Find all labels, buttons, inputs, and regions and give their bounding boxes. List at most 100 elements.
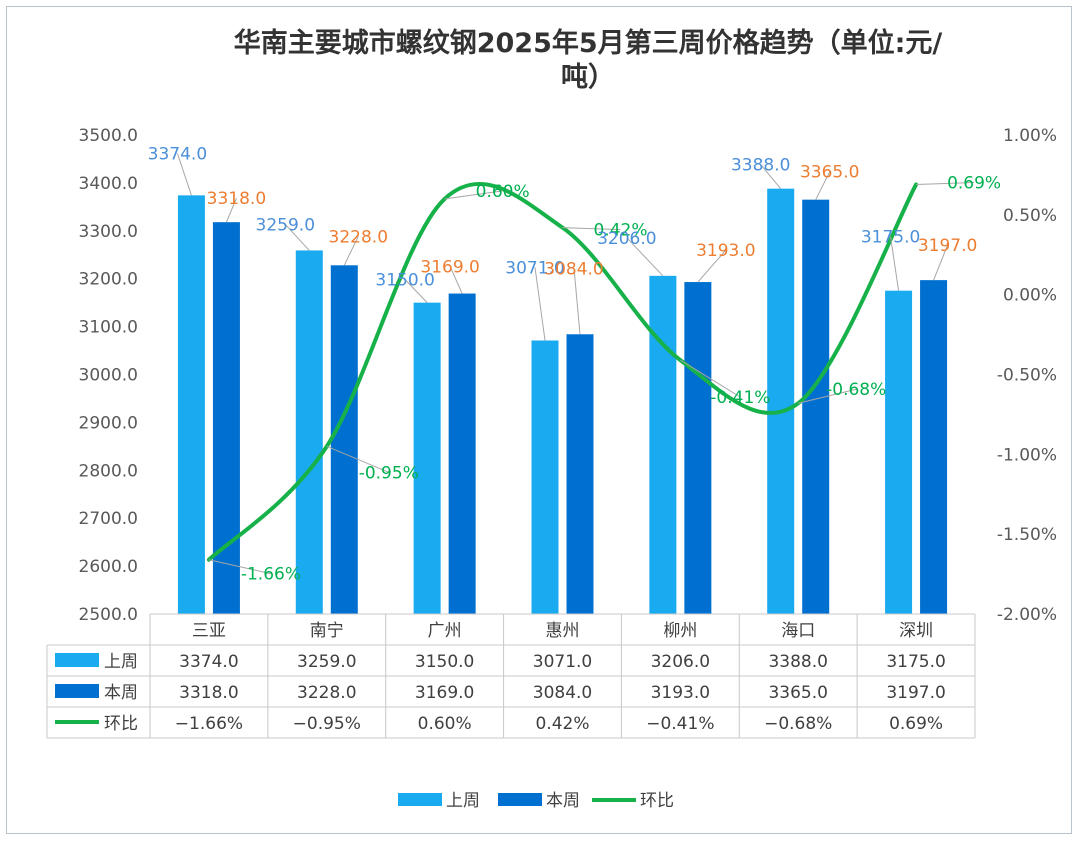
label-this-week: 3228.0: [329, 227, 388, 247]
label-this-week: 3193.0: [696, 241, 755, 261]
bar-prev-week: [295, 250, 323, 614]
category-label: 三亚: [192, 621, 226, 641]
table-row-label: 本周: [104, 683, 138, 703]
table-row-label: 上周: [104, 652, 138, 672]
table-cell: 3197.0: [886, 683, 945, 703]
label-wow: -0.68%: [826, 380, 886, 400]
label-prev-week: 3206.0: [597, 229, 656, 249]
label-wow-leader: [798, 388, 857, 404]
category-label: 海口: [781, 621, 815, 641]
bar-prev-week: [177, 195, 205, 614]
table-cell: 3193.0: [651, 683, 710, 703]
bar-prev-week: [413, 302, 441, 614]
label-prev-week: 3374.0: [148, 144, 207, 164]
label-this-week: 3318.0: [207, 189, 266, 209]
y-left-tick-label: 3300.0: [79, 222, 138, 242]
label-wow-leader: [444, 190, 503, 200]
table-row-label: 环比: [104, 714, 138, 734]
y-left-tick-label: 2800.0: [79, 461, 138, 481]
table-cell: 3175.0: [886, 652, 945, 672]
label-this-week: 3169.0: [420, 258, 479, 278]
label-this-week-leader: [697, 249, 727, 283]
label-wow: -0.95%: [359, 463, 419, 483]
label-wow-leader: [208, 559, 272, 575]
bar-this-week: [566, 334, 594, 614]
table-cell: −0.68%: [764, 714, 832, 734]
bar-prev-week: [885, 290, 913, 614]
table-cell: 0.69%: [889, 714, 943, 734]
y-right-tick-label: -1.00%: [997, 445, 1057, 465]
label-prev-week-leader: [760, 164, 782, 189]
label-prev-week: 3259.0: [256, 215, 315, 235]
category-label: 广州: [428, 621, 462, 641]
legend-key: [398, 793, 442, 806]
bar-this-week: [920, 280, 948, 614]
y-axis-left: 2500.0 2600.0 2700.0 2800.0 2900.0 3000.0 3100…: [79, 126, 138, 625]
label-prev-week-leader: [404, 279, 428, 303]
table-cell: 3169.0: [415, 683, 474, 703]
y-right-tick-label: 0.00%: [1003, 286, 1057, 306]
label-prev-week: 3388.0: [731, 156, 790, 176]
label-prev-week-leader: [284, 224, 310, 251]
category-label: 惠州: [546, 621, 580, 641]
bar-prev-week: [649, 275, 677, 614]
data-labels: 3374.0 3318.0 -1.66% 3259.0 3228.0 -0.95% 3150…: [148, 144, 1001, 584]
label-prev-week: 3071.0: [505, 258, 564, 278]
label-prev-week-leader: [176, 153, 192, 196]
table-cell: −1.66%: [175, 714, 243, 734]
label-wow: 0.69%: [947, 173, 1001, 193]
legend-label: 上周: [446, 791, 480, 811]
bar-this-week: [212, 222, 240, 615]
table-cell: 3206.0: [651, 652, 710, 672]
y-left-tick-label: 2500.0: [79, 605, 138, 625]
legend-label: 环比: [640, 791, 674, 811]
y-left-tick-label: 2600.0: [79, 557, 138, 577]
label-prev-week-leader: [534, 267, 546, 341]
bar-series: [177, 188, 948, 615]
category-label: 柳州: [663, 621, 697, 641]
table-cell: 3259.0: [297, 652, 356, 672]
y-left-tick-label: 3200.0: [79, 270, 138, 290]
label-this-week: 3084.0: [544, 259, 603, 279]
label-this-week: 3365.0: [800, 163, 859, 183]
chart-title-line-2: 吨）: [561, 62, 615, 93]
table-cell: 3365.0: [768, 683, 827, 703]
category-label: 深圳: [899, 621, 933, 641]
y-left-tick-label: 3500.0: [79, 126, 138, 146]
legend-key: [498, 793, 542, 806]
label-this-week-leader: [933, 244, 949, 281]
y-left-tick-label: 3000.0: [79, 366, 138, 386]
table-legend-key: [55, 653, 99, 667]
bar-this-week: [448, 293, 476, 614]
y-left-tick-label: 3400.0: [79, 174, 138, 194]
label-this-week-leader: [225, 197, 237, 223]
label-wow: -0.41%: [710, 388, 770, 408]
label-prev-week: 3150.0: [375, 271, 434, 291]
chart-frame: [6, 6, 1072, 834]
table-cell: 3318.0: [179, 683, 238, 703]
y-left-tick-label: 2900.0: [79, 413, 138, 433]
label-this-week-leader: [449, 266, 463, 294]
table-cell: 3388.0: [768, 652, 827, 672]
legend-label: 本周: [546, 791, 580, 811]
chart-title-line-1: 华南主要城市螺纹钢2025年5月第三周价格趋势（单位:元/: [234, 27, 943, 59]
legend: 上周 本周 环比: [398, 791, 674, 811]
table-cell: 3228.0: [297, 683, 356, 703]
table-cell: −0.95%: [293, 714, 361, 734]
table-cell: 3071.0: [533, 652, 592, 672]
label-this-week-leader: [815, 171, 831, 200]
y-left-tick-label: 2700.0: [79, 509, 138, 529]
y-right-tick-label: 1.00%: [1003, 126, 1057, 146]
table-legend-key: [55, 684, 99, 698]
label-prev-week-leader: [626, 237, 664, 277]
y-axis-right: -2.00% -1.50% -1.00% -0.50% 0.00% 0.50% 1.00%: [997, 126, 1057, 625]
label-this-week: 3197.0: [918, 236, 977, 256]
table-cell: 0.60%: [418, 714, 472, 734]
table-cell: −0.41%: [646, 714, 714, 734]
table-cell: 3150.0: [415, 652, 474, 672]
label-wow-leader: [680, 359, 741, 398]
y-right-tick-label: -1.50%: [997, 525, 1057, 545]
y-right-tick-label: -2.00%: [997, 605, 1057, 625]
label-prev-week-leader: [890, 236, 900, 291]
